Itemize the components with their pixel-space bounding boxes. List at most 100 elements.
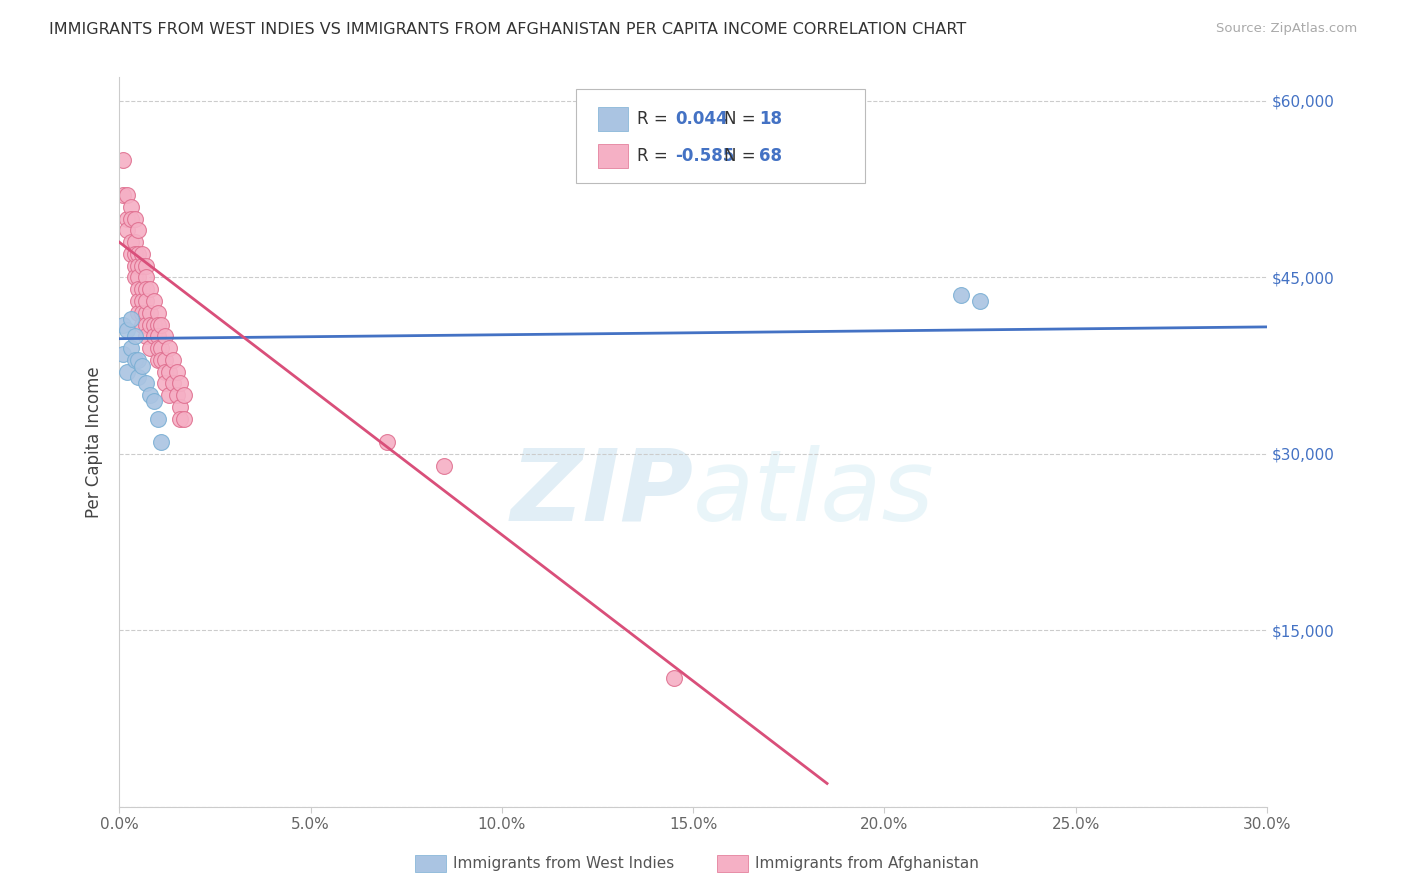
Point — [139, 341, 162, 355]
Point — [135, 318, 157, 332]
Point — [115, 188, 138, 202]
Point — [169, 411, 191, 425]
Point — [150, 435, 173, 450]
Point — [127, 259, 149, 273]
Point — [146, 329, 169, 343]
Point — [433, 458, 456, 473]
Point — [969, 293, 991, 308]
Point — [142, 318, 165, 332]
Point — [127, 223, 149, 237]
Text: 0.044: 0.044 — [675, 110, 727, 128]
Text: atlas: atlas — [693, 445, 935, 541]
Text: N =: N = — [724, 147, 761, 165]
Point — [115, 365, 138, 379]
Text: Source: ZipAtlas.com: Source: ZipAtlas.com — [1216, 22, 1357, 36]
Point — [157, 365, 180, 379]
Point — [127, 352, 149, 367]
Point — [173, 388, 195, 402]
Point — [112, 318, 135, 332]
Point — [139, 306, 162, 320]
Point — [127, 270, 149, 285]
Point — [124, 270, 146, 285]
Point — [162, 376, 184, 391]
Point — [139, 388, 162, 402]
Y-axis label: Per Capita Income: Per Capita Income — [86, 367, 103, 518]
Text: R =: R = — [637, 110, 673, 128]
Point — [142, 329, 165, 343]
Point — [131, 318, 153, 332]
Point — [115, 323, 138, 337]
Point — [131, 293, 153, 308]
Point — [173, 411, 195, 425]
Point — [146, 306, 169, 320]
Point — [166, 388, 188, 402]
Point — [127, 306, 149, 320]
Point — [157, 341, 180, 355]
Text: 18: 18 — [759, 110, 782, 128]
Point — [153, 376, 176, 391]
Point — [131, 282, 153, 296]
Point — [115, 223, 138, 237]
Point — [112, 188, 135, 202]
Point — [153, 352, 176, 367]
Text: -0.585: -0.585 — [675, 147, 734, 165]
Point — [135, 259, 157, 273]
Text: ZIP: ZIP — [510, 445, 693, 541]
Text: IMMIGRANTS FROM WEST INDIES VS IMMIGRANTS FROM AFGHANISTAN PER CAPITA INCOME COR: IMMIGRANTS FROM WEST INDIES VS IMMIGRANT… — [49, 22, 966, 37]
Point — [146, 318, 169, 332]
Point — [115, 211, 138, 226]
Point — [124, 247, 146, 261]
Point — [949, 288, 972, 302]
Point — [142, 293, 165, 308]
Point — [131, 259, 153, 273]
Point — [153, 329, 176, 343]
Point — [169, 376, 191, 391]
Point — [135, 329, 157, 343]
Point — [120, 311, 142, 326]
Point — [135, 306, 157, 320]
Point — [146, 341, 169, 355]
Point — [120, 247, 142, 261]
Point — [112, 153, 135, 167]
Point — [112, 347, 135, 361]
Point — [120, 200, 142, 214]
Point — [150, 341, 173, 355]
Point — [662, 671, 685, 685]
Point — [146, 352, 169, 367]
Point — [169, 400, 191, 414]
Point — [135, 270, 157, 285]
Point — [120, 211, 142, 226]
Point — [135, 293, 157, 308]
Point — [150, 318, 173, 332]
Point — [139, 282, 162, 296]
Point — [153, 365, 176, 379]
Point — [142, 394, 165, 409]
Point — [124, 259, 146, 273]
Point — [127, 370, 149, 384]
Point — [120, 341, 142, 355]
Point — [139, 318, 162, 332]
Point — [131, 306, 153, 320]
Point — [124, 211, 146, 226]
Point — [135, 376, 157, 391]
Point — [375, 435, 398, 450]
Point — [124, 352, 146, 367]
Text: 68: 68 — [759, 147, 782, 165]
Point — [124, 329, 146, 343]
Point — [131, 247, 153, 261]
Text: Immigrants from Afghanistan: Immigrants from Afghanistan — [755, 856, 979, 871]
Point — [124, 235, 146, 249]
Point — [146, 411, 169, 425]
Text: N =: N = — [724, 110, 761, 128]
Text: Immigrants from West Indies: Immigrants from West Indies — [453, 856, 673, 871]
Point — [127, 247, 149, 261]
Point — [162, 352, 184, 367]
Point — [127, 293, 149, 308]
Point — [127, 282, 149, 296]
Point — [166, 365, 188, 379]
Point — [120, 235, 142, 249]
Point — [150, 352, 173, 367]
Point — [135, 282, 157, 296]
Point — [157, 388, 180, 402]
Point — [131, 359, 153, 373]
